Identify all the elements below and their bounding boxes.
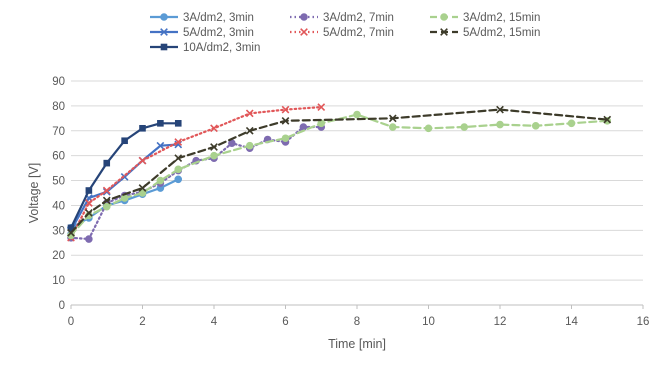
legend-marker: [300, 28, 308, 36]
y-tick-label: 10: [52, 275, 65, 287]
legend-label: 3A/dm2, 15min: [463, 12, 540, 24]
legend-label: 3A/dm2, 3min: [183, 12, 254, 24]
x-tick-label: 12: [494, 316, 507, 328]
axes: 0 10 20 30 40 50 60 70 80 90 0 2 4 6 8 10 12 14 16: [52, 76, 649, 328]
series-3a-dm2-15min: [67, 110, 612, 240]
data-point: [102, 202, 111, 211]
legend-label: 5A/dm2, 15min: [463, 27, 540, 39]
data-point: [138, 189, 147, 197]
y-tick-label: 40: [52, 200, 65, 212]
legend-marker: [160, 28, 168, 36]
data-point: [603, 115, 612, 124]
data-point: [157, 120, 164, 127]
data-point: [281, 116, 290, 125]
gridlines: [71, 80, 643, 281]
data-point: [245, 126, 254, 135]
data-point: [138, 156, 147, 165]
x-tick-label: 6: [282, 316, 288, 328]
legend-marker: [160, 43, 168, 51]
legend-item-3a-dm2-15min: 3A/dm2, 15min: [430, 12, 540, 24]
data-point: [424, 124, 433, 133]
series-5a-dm2-15min: [67, 105, 612, 237]
data-point: [174, 165, 183, 174]
data-point: [496, 105, 504, 114]
data-point: [299, 123, 308, 131]
data-point: [174, 175, 183, 184]
data-point: [85, 209, 93, 217]
series-lines: [67, 103, 612, 243]
data-point: [210, 143, 218, 151]
legend-marker: [440, 28, 448, 36]
y-tick-label: 90: [52, 76, 65, 88]
data-point: [388, 123, 397, 131]
legend-item-5a-dm2-3min: 5A/dm2, 3min: [150, 27, 254, 39]
x-tick-label: 10: [422, 316, 435, 328]
legend-label: 3A/dm2, 7min: [323, 12, 394, 24]
x-tick-label: 2: [139, 316, 145, 328]
data-point: [85, 235, 93, 243]
legend-item-3a-dm2-7min: 3A/dm2, 7min: [290, 12, 394, 24]
data-point: [156, 176, 165, 185]
x-tick-label: 4: [211, 316, 218, 328]
data-point: [174, 138, 183, 146]
legend-marker: [160, 13, 168, 21]
data-point: [496, 120, 504, 129]
data-point: [245, 109, 254, 118]
data-point: [353, 110, 361, 119]
data-point: [121, 137, 128, 145]
series-10a-dm2-3min: [67, 120, 182, 232]
legend-marker: [440, 13, 448, 21]
data-point: [139, 124, 146, 132]
data-point: [120, 194, 129, 202]
x-axis-title: Time [min]: [328, 337, 386, 351]
data-point: [460, 123, 469, 131]
y-tick-label: 60: [52, 151, 65, 163]
legend-item-10a-dm2-3min: 10A/dm2, 3min: [150, 42, 260, 54]
legend-item-3a-dm2-3min: 3A/dm2, 3min: [150, 12, 254, 24]
data-point: [174, 154, 183, 163]
legend-label: 5A/dm2, 3min: [183, 27, 254, 39]
y-tick-label: 50: [52, 176, 65, 188]
legend-marker: [300, 13, 308, 21]
y-tick-label: 80: [52, 101, 65, 113]
data-point: [317, 103, 326, 111]
series-5a-dm2-7min: [67, 103, 326, 242]
legend-label: 10A/dm2, 3min: [183, 42, 260, 54]
data-point: [388, 114, 397, 123]
data-point: [281, 134, 290, 143]
x-tick-label: 8: [354, 316, 360, 328]
data-point: [210, 151, 218, 160]
y-tick-label: 30: [52, 225, 65, 237]
legend-label: 5A/dm2, 7min: [323, 27, 394, 39]
data-point: [85, 199, 93, 207]
data-point: [210, 124, 218, 133]
data-point: [103, 159, 111, 167]
x-tick-label: 16: [637, 316, 650, 328]
data-point: [281, 105, 290, 114]
data-point: [245, 141, 254, 150]
data-point: [138, 184, 147, 192]
legend: 3A/dm2, 3min 5A/dm2, 3min 10A/dm2, 3min 3A/…: [150, 12, 540, 54]
data-point: [531, 122, 540, 130]
data-point: [102, 186, 111, 195]
y-tick-label: 20: [52, 250, 65, 262]
x-tick-label: 14: [565, 316, 578, 328]
data-point: [567, 119, 576, 128]
data-point: [174, 120, 182, 127]
y-tick-label: 0: [59, 300, 65, 312]
data-point: [85, 187, 93, 194]
legend-item-5a-dm2-7min: 5A/dm2, 7min: [290, 27, 394, 39]
legend-item-5a-dm2-15min: 5A/dm2, 15min: [430, 27, 540, 39]
y-tick-label: 70: [52, 126, 65, 138]
data-point: [102, 196, 111, 205]
x-tick-label: 0: [68, 316, 74, 328]
data-point: [67, 228, 75, 237]
data-point: [67, 224, 75, 232]
y-axis-title: Voltage [V]: [27, 163, 41, 223]
data-point: [156, 141, 165, 150]
